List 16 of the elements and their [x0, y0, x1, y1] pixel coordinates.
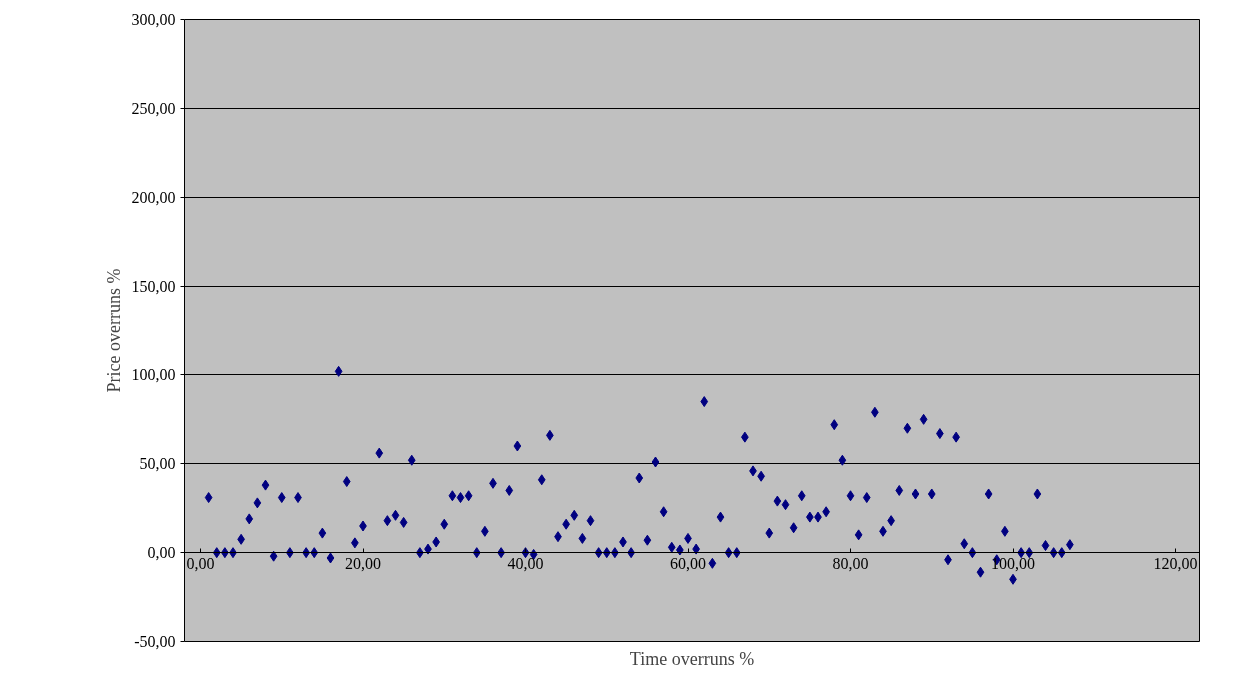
x-axis-title: Time overruns %: [629, 648, 755, 669]
x-tick-label: 60,00: [670, 554, 706, 572]
y-tick-label: 100,00: [131, 366, 176, 384]
x-tick-label: 80,00: [832, 554, 869, 572]
y-tick-label: 250,00: [131, 99, 176, 117]
y-tick-label: 300,00: [131, 11, 176, 28]
y-tick-label: 150,00: [131, 277, 176, 295]
y-tick-label: 50,00: [139, 455, 176, 473]
y-tick-label: 200,00: [131, 188, 176, 206]
x-tick-label: 20,00: [345, 554, 381, 572]
x-tick-label: 120,00: [1153, 554, 1198, 572]
x-tick-label: 100,00: [991, 554, 1035, 572]
x-tick-label: 0,00: [186, 554, 215, 572]
y-tick-label: -50,00: [134, 633, 176, 650]
y-axis-title: Price overruns %: [103, 268, 124, 393]
x-tick-label: 40,00: [507, 554, 544, 572]
